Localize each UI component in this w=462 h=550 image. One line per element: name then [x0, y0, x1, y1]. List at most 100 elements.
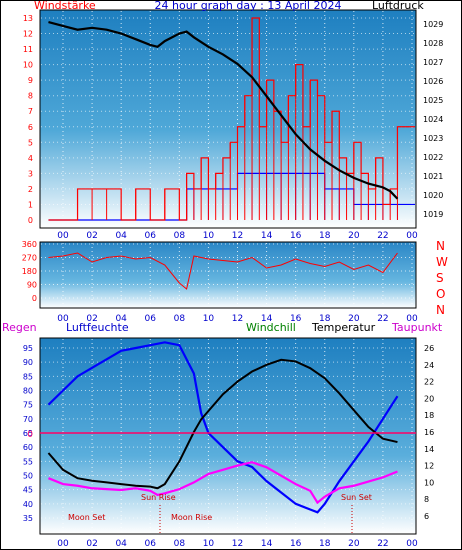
humidity-ytick-90: 90: [23, 358, 33, 367]
wind-ytick-5: 5: [28, 138, 33, 147]
sun-set-label: Sun Set: [341, 493, 372, 502]
p3-xtick-6: 12: [232, 539, 243, 549]
p2-xtick-7: 14: [261, 314, 273, 324]
p2-xtick-0: 00: [57, 314, 69, 324]
p1-xtick-6: 12: [232, 231, 243, 241]
temp-ytick-8: 8: [424, 495, 429, 504]
panel-temp-humidity: [39, 337, 417, 535]
wind-ytick-7: 7: [28, 107, 33, 116]
p3-xtick-7: 14: [261, 539, 273, 549]
compass-n-bottom: N: [436, 303, 445, 317]
p1-xtick-10: 20: [348, 231, 360, 241]
pressure-ytick-1025: 1025: [423, 96, 443, 105]
temp-ytick-20: 20: [424, 394, 434, 403]
luftfeuchte-label: Luftfeuchte: [66, 321, 129, 334]
p2-xtick-4: 08: [174, 314, 186, 324]
sun-rise-label: Sun Rise: [141, 493, 176, 502]
temp-ytick-10: 10: [424, 478, 434, 487]
p3-xtick-10: 20: [348, 539, 360, 549]
windchill-label: Windchill: [246, 321, 296, 334]
dir-ytick-90: 90: [27, 281, 37, 290]
compass-s: S: [436, 271, 444, 285]
temp-ytick-22: 22: [424, 378, 434, 387]
panel-wind-pressure: [39, 9, 417, 229]
pressure-ytick-1023: 1023: [423, 134, 443, 143]
pressure-ytick-1022: 1022: [423, 153, 443, 162]
humidity-ytick-50: 50: [23, 472, 33, 481]
p3-xtick-0: 00: [57, 539, 69, 549]
p2-xtick-8: 16: [290, 314, 302, 324]
wind-ytick-13: 13: [23, 14, 33, 23]
p3-xtick-9: 18: [319, 539, 331, 549]
p1-xtick-9: 18: [319, 231, 331, 241]
temp-ytick-14: 14: [424, 445, 434, 454]
temperatur-label: Temperatur: [311, 321, 376, 334]
compass-n-top: N: [436, 239, 445, 253]
temp-ytick-16: 16: [424, 428, 434, 437]
p2-xtick-11: 22: [377, 314, 388, 324]
p3-xtick-2: 04: [115, 539, 127, 549]
wind-ytick-11: 11: [23, 45, 33, 54]
p1-xtick-2: 04: [115, 231, 127, 241]
p2-xtick-5: 10: [203, 314, 215, 324]
temp-ytick-18: 18: [424, 411, 434, 420]
p3-xtick-1: 02: [86, 539, 97, 549]
humidity-ytick-70: 70: [23, 415, 33, 424]
humidity-ytick-40: 40: [23, 500, 33, 509]
wind-ytick-8: 8: [28, 92, 33, 101]
p3-xtick-4: 08: [174, 539, 186, 549]
wind-ytick-10: 10: [23, 61, 33, 70]
pressure-line: [48, 21, 399, 200]
humidity-ytick-35: 35: [23, 514, 33, 523]
wind-ytick-3: 3: [28, 169, 33, 178]
p1-xtick-4: 08: [174, 231, 186, 241]
wind-ytick-1: 1: [28, 200, 33, 209]
p2-xtick-3: 06: [145, 314, 157, 324]
pressure-ytick-1028: 1028: [423, 39, 443, 48]
dir-ytick-0: 0: [32, 294, 37, 303]
temp-ytick-12: 12: [424, 462, 434, 471]
p1-xtick-0: 00: [57, 231, 69, 241]
direction-line: [48, 252, 398, 290]
humidity-ytick-65: 65: [23, 429, 33, 438]
p2-xtick-6: 12: [232, 314, 243, 324]
dir-ytick-180: 180: [22, 267, 37, 276]
p2-xtick-2: 04: [115, 314, 127, 324]
wind-ytick-2: 2: [28, 185, 33, 194]
p3-xtick-3: 06: [145, 539, 157, 549]
regen-label: Regen: [2, 321, 37, 334]
wind-ytick-4: 4: [28, 154, 33, 163]
p3-xtick-8: 16: [290, 539, 302, 549]
wind-ytick-6: 6: [28, 123, 33, 132]
temperature-line: [47, 358, 398, 490]
pressure-ytick-1029: 1029: [423, 20, 443, 29]
wind-ytick-9: 9: [28, 76, 33, 85]
dir-ytick-270: 270: [22, 254, 37, 263]
p2-xtick-9: 18: [319, 314, 331, 324]
humidity-ytick-55: 55: [23, 457, 33, 466]
moon-rise-label: Moon Rise: [171, 513, 212, 522]
windstaerke-label: Windstärke: [34, 0, 96, 12]
pressure-ytick-1020: 1020: [423, 191, 443, 200]
p3-xtick-5: 10: [203, 539, 215, 549]
humidity-line: [47, 341, 399, 514]
p3-xtick-11: 22: [377, 539, 388, 549]
humidity-ytick-60: 60: [23, 443, 33, 452]
p1-xtick-3: 06: [145, 231, 157, 241]
temp-ytick-6: 6: [424, 512, 429, 521]
compass-w: W: [436, 255, 448, 269]
p2-xtick-10: 20: [348, 314, 360, 324]
p1-xtick-12: 00: [406, 231, 418, 241]
dir-ytick-360: 360: [22, 240, 37, 249]
pressure-ytick-1021: 1021: [423, 172, 443, 181]
humidity-ytick-85: 85: [23, 372, 33, 381]
moon-set-label: Moon Set: [68, 513, 105, 522]
wind-ytick-0: 0: [28, 216, 33, 225]
temp-ytick-26: 26: [424, 344, 434, 353]
humidity-ytick-80: 80: [23, 387, 33, 396]
chart-title: 24 hour graph day : 13 April 2024: [155, 0, 342, 12]
humidity-ytick-95: 95: [23, 344, 33, 353]
p1-xtick-5: 10: [203, 231, 215, 241]
pressure-ytick-1026: 1026: [423, 77, 443, 86]
